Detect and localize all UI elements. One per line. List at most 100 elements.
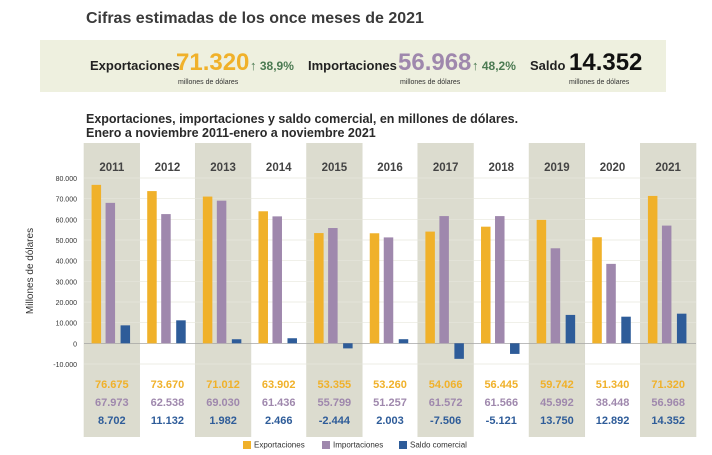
chart-title: Exportaciones, importaciones y saldo com…	[86, 112, 519, 126]
data-label: 54.066	[429, 379, 463, 391]
x-tick-label: 2020	[600, 162, 626, 174]
y-tick-label: 30.000	[56, 279, 78, 286]
bar-saldo-comercial	[565, 314, 576, 344]
y-tick-label: 10.000	[56, 321, 78, 328]
y-tick-label: 70.000	[56, 197, 78, 204]
bar-exportaciones	[647, 195, 658, 344]
exportaciones-unit: millones de dólares	[178, 79, 239, 86]
data-label: 59.742	[540, 379, 574, 391]
bar-saldo-comercial	[176, 320, 186, 344]
data-label: 38.448	[596, 397, 630, 409]
bar-importaciones	[606, 263, 616, 344]
data-label: 45.992	[540, 397, 574, 409]
y-tick-label: 60.000	[56, 217, 78, 224]
data-label: 69.030	[206, 397, 240, 409]
bar-importaciones	[383, 237, 394, 344]
data-label: 51.340	[596, 379, 630, 391]
arrow-up-icon: ↑	[250, 58, 257, 73]
exportaciones-change: ↑ 38,9%	[250, 58, 294, 73]
legend-label: Importaciones	[333, 440, 384, 450]
bar-exportaciones	[536, 219, 547, 344]
data-label: 67.973	[95, 397, 129, 409]
x-tick-label: 2015	[322, 162, 348, 174]
data-label: 55.799	[318, 397, 352, 409]
importaciones-change: ↑ 48,2%	[472, 58, 516, 73]
data-label: 71.012	[206, 379, 240, 391]
data-label: 1.982	[209, 415, 237, 427]
arrow-up-icon: ↑	[472, 58, 479, 73]
data-label: 56.445	[484, 379, 518, 391]
data-label: -2.444	[319, 415, 351, 427]
bar-saldo-comercial	[676, 313, 687, 344]
bar-exportaciones	[592, 237, 602, 344]
legend-swatch	[399, 440, 407, 449]
data-label: 13.750	[540, 415, 574, 427]
bar-importaciones	[661, 225, 672, 344]
bar-importaciones	[495, 216, 505, 344]
bar-importaciones	[439, 216, 449, 344]
bar-exportaciones	[147, 191, 157, 344]
bar-exportaciones	[258, 211, 268, 344]
bar-saldo-comercial	[287, 338, 297, 344]
bar-saldo-comercial	[454, 343, 464, 359]
data-label: 71.320	[651, 379, 685, 391]
exportaciones-change-value: 38,9%	[259, 59, 294, 73]
bar-importaciones	[105, 202, 116, 344]
legend-importaciones: Importaciones	[322, 440, 383, 449]
bar-saldo-comercial	[398, 339, 409, 344]
summary-panel: Exportaciones 71.320 millones de dólares…	[40, 40, 666, 92]
page-headline: Cifras estimadas de los once meses de 20…	[86, 10, 424, 27]
bar-saldo-comercial	[621, 316, 631, 344]
legend-swatch	[243, 440, 251, 449]
y-axis-label: Millones de dólares	[25, 228, 36, 314]
x-tick-label: 2017	[433, 162, 459, 174]
bar-saldo-comercial	[120, 325, 131, 344]
data-label: 14.352	[651, 415, 685, 427]
data-label: 53.355	[318, 379, 352, 391]
x-tick-label: 2021	[655, 162, 681, 174]
x-tick-label: 2019	[544, 162, 570, 174]
y-tick-label: 0	[73, 341, 77, 348]
legend-swatch	[322, 440, 330, 449]
legend-saldo: Saldo comercial	[399, 440, 467, 449]
x-tick-label: 2018	[488, 162, 514, 174]
x-tick-label: 2014	[266, 162, 292, 174]
x-tick-label: 2013	[210, 162, 236, 174]
data-label: 8.702	[98, 415, 126, 427]
data-label: 2.003	[376, 415, 404, 427]
data-label: 76.675	[95, 379, 129, 391]
bar-exportaciones	[314, 233, 324, 344]
y-tick-label: -10.000	[53, 362, 77, 369]
bar-exportaciones	[202, 196, 213, 344]
chart-title-block: Exportaciones, importaciones y saldo com…	[86, 112, 518, 140]
data-label: 12.892	[596, 415, 630, 427]
exportaciones-value: 71.320	[176, 49, 250, 76]
bar-importaciones	[328, 228, 338, 344]
y-tick-label: 80.000	[56, 176, 78, 183]
y-tick-label: 40.000	[56, 259, 78, 266]
data-label: 56.968	[651, 397, 685, 409]
importaciones-label: Importaciones	[308, 58, 397, 73]
data-label: 53.260	[373, 379, 407, 391]
legend-label: Saldo comercial	[410, 440, 467, 450]
x-tick-label: 2016	[377, 162, 403, 174]
legend-label: Exportaciones	[254, 440, 305, 450]
y-tick-label: 20.000	[56, 300, 78, 307]
data-label: -7.506	[430, 415, 461, 427]
data-label: 73.670	[151, 379, 185, 391]
bar-exportaciones	[481, 226, 491, 344]
data-label: -5.121	[486, 415, 517, 427]
data-label: 2.466	[265, 415, 293, 427]
importaciones-unit: millones de dólares	[400, 79, 461, 86]
bar-importaciones	[216, 200, 227, 344]
bar-exportaciones	[91, 184, 102, 344]
chart-subtitle: Enero a noviembre 2011-enero a noviembre…	[86, 126, 376, 140]
data-label: 63.902	[262, 379, 296, 391]
bar-saldo-comercial	[231, 339, 242, 344]
data-label: 61.566	[484, 397, 518, 409]
bar-saldo-comercial	[343, 343, 353, 349]
bar-saldo-comercial	[510, 343, 520, 354]
legend-exportaciones: Exportaciones	[243, 440, 305, 449]
bar-exportaciones	[369, 233, 380, 344]
